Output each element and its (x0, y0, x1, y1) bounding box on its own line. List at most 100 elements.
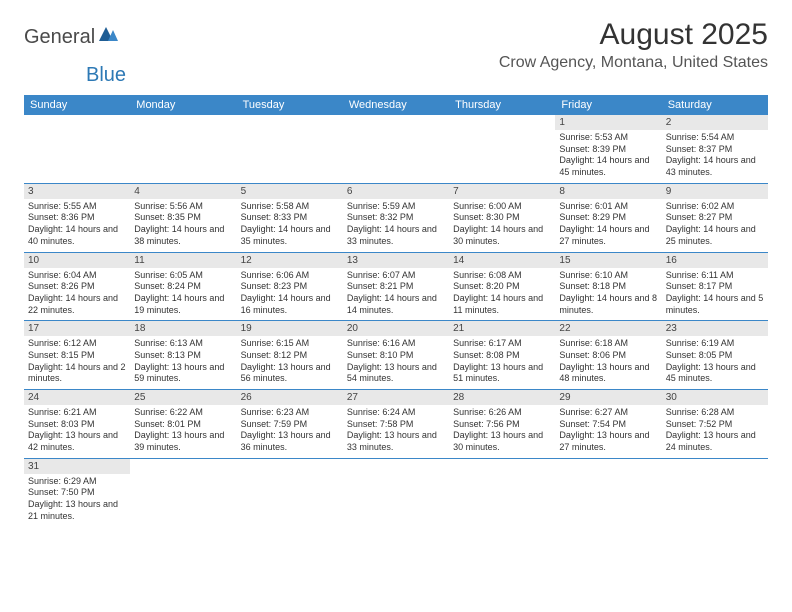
calendar-row: 31Sunrise: 6:29 AMSunset: 7:50 PMDayligh… (24, 459, 768, 527)
day-number: 15 (555, 253, 661, 268)
calendar-row: 1Sunrise: 5:53 AMSunset: 8:39 PMDaylight… (24, 115, 768, 184)
sunrise-text: Sunrise: 6:01 AM (559, 201, 657, 213)
day-number: 6 (343, 184, 449, 199)
daylight-text: Daylight: 13 hours and 39 minutes. (134, 430, 232, 453)
sunrise-text: Sunrise: 6:07 AM (347, 270, 445, 282)
daylight-text: Daylight: 13 hours and 51 minutes. (453, 362, 551, 385)
day-header: Wednesday (343, 95, 449, 115)
day-number: 18 (130, 321, 236, 336)
calendar-cell: 22Sunrise: 6:18 AMSunset: 8:06 PMDayligh… (555, 321, 661, 389)
calendar-cell: 25Sunrise: 6:22 AMSunset: 8:01 PMDayligh… (130, 390, 236, 458)
calendar-cell: 26Sunrise: 6:23 AMSunset: 7:59 PMDayligh… (237, 390, 343, 458)
daylight-text: Daylight: 13 hours and 36 minutes. (241, 430, 339, 453)
sunset-text: Sunset: 8:37 PM (666, 144, 764, 156)
day-number: 16 (662, 253, 768, 268)
sunset-text: Sunset: 7:50 PM (28, 487, 126, 499)
day-content: Sunrise: 6:18 AMSunset: 8:06 PMDaylight:… (555, 336, 661, 389)
calendar-cell: 12Sunrise: 6:06 AMSunset: 8:23 PMDayligh… (237, 253, 343, 321)
day-number: 29 (555, 390, 661, 405)
sunset-text: Sunset: 8:35 PM (134, 212, 232, 224)
sunrise-text: Sunrise: 5:53 AM (559, 132, 657, 144)
day-number: 26 (237, 390, 343, 405)
sunrise-text: Sunrise: 5:58 AM (241, 201, 339, 213)
daylight-text: Daylight: 13 hours and 33 minutes. (347, 430, 445, 453)
sunset-text: Sunset: 8:06 PM (559, 350, 657, 362)
sunset-text: Sunset: 8:33 PM (241, 212, 339, 224)
title-block: August 2025 Crow Agency, Montana, United… (499, 18, 768, 72)
daylight-text: Daylight: 13 hours and 24 minutes. (666, 430, 764, 453)
day-number: 24 (24, 390, 130, 405)
daylight-text: Daylight: 14 hours and 33 minutes. (347, 224, 445, 247)
day-content: Sunrise: 6:06 AMSunset: 8:23 PMDaylight:… (237, 268, 343, 321)
sunset-text: Sunset: 8:39 PM (559, 144, 657, 156)
sunset-text: Sunset: 8:29 PM (559, 212, 657, 224)
calendar-cell: 21Sunrise: 6:17 AMSunset: 8:08 PMDayligh… (449, 321, 555, 389)
logo-text-general: General (24, 26, 95, 49)
sunrise-text: Sunrise: 6:27 AM (559, 407, 657, 419)
sunrise-text: Sunrise: 6:06 AM (241, 270, 339, 282)
calendar-row: 10Sunrise: 6:04 AMSunset: 8:26 PMDayligh… (24, 253, 768, 322)
calendar-cell: 11Sunrise: 6:05 AMSunset: 8:24 PMDayligh… (130, 253, 236, 321)
calendar-row: 17Sunrise: 6:12 AMSunset: 8:15 PMDayligh… (24, 321, 768, 390)
day-number: 3 (24, 184, 130, 199)
calendar-cell: 3Sunrise: 5:55 AMSunset: 8:36 PMDaylight… (24, 184, 130, 252)
calendar-cell: 6Sunrise: 5:59 AMSunset: 8:32 PMDaylight… (343, 184, 449, 252)
sunrise-text: Sunrise: 6:21 AM (28, 407, 126, 419)
logo-text-blue: Blue (86, 64, 126, 87)
calendar-cell (449, 115, 555, 183)
sunrise-text: Sunrise: 6:17 AM (453, 338, 551, 350)
day-content: Sunrise: 6:12 AMSunset: 8:15 PMDaylight:… (24, 336, 130, 389)
sunrise-text: Sunrise: 6:11 AM (666, 270, 764, 282)
calendar-cell: 15Sunrise: 6:10 AMSunset: 8:18 PMDayligh… (555, 253, 661, 321)
calendar-cell (662, 459, 768, 527)
day-content: Sunrise: 6:15 AMSunset: 8:12 PMDaylight:… (237, 336, 343, 389)
daylight-text: Daylight: 13 hours and 42 minutes. (28, 430, 126, 453)
calendar-cell: 13Sunrise: 6:07 AMSunset: 8:21 PMDayligh… (343, 253, 449, 321)
sunset-text: Sunset: 8:03 PM (28, 419, 126, 431)
day-number: 4 (130, 184, 236, 199)
sunset-text: Sunset: 8:24 PM (134, 281, 232, 293)
day-number: 25 (130, 390, 236, 405)
daylight-text: Daylight: 14 hours and 43 minutes. (666, 155, 764, 178)
sunset-text: Sunset: 7:58 PM (347, 419, 445, 431)
calendar-cell: 19Sunrise: 6:15 AMSunset: 8:12 PMDayligh… (237, 321, 343, 389)
calendar-cell: 5Sunrise: 5:58 AMSunset: 8:33 PMDaylight… (237, 184, 343, 252)
calendar-cell: 27Sunrise: 6:24 AMSunset: 7:58 PMDayligh… (343, 390, 449, 458)
day-content: Sunrise: 6:17 AMSunset: 8:08 PMDaylight:… (449, 336, 555, 389)
day-content: Sunrise: 6:26 AMSunset: 7:56 PMDaylight:… (449, 405, 555, 458)
day-number: 2 (662, 115, 768, 130)
daylight-text: Daylight: 14 hours and 35 minutes. (241, 224, 339, 247)
daylight-text: Daylight: 14 hours and 2 minutes. (28, 362, 126, 385)
day-content: Sunrise: 5:55 AMSunset: 8:36 PMDaylight:… (24, 199, 130, 252)
calendar-cell: 18Sunrise: 6:13 AMSunset: 8:13 PMDayligh… (130, 321, 236, 389)
sunset-text: Sunset: 8:01 PM (134, 419, 232, 431)
sunrise-text: Sunrise: 6:29 AM (28, 476, 126, 488)
sunrise-text: Sunrise: 6:15 AM (241, 338, 339, 350)
calendar-cell: 1Sunrise: 5:53 AMSunset: 8:39 PMDaylight… (555, 115, 661, 183)
day-number: 21 (449, 321, 555, 336)
calendar-row: 24Sunrise: 6:21 AMSunset: 8:03 PMDayligh… (24, 390, 768, 459)
sunset-text: Sunset: 8:12 PM (241, 350, 339, 362)
day-number: 20 (343, 321, 449, 336)
calendar-cell: 30Sunrise: 6:28 AMSunset: 7:52 PMDayligh… (662, 390, 768, 458)
calendar-cell: 20Sunrise: 6:16 AMSunset: 8:10 PMDayligh… (343, 321, 449, 389)
sunrise-text: Sunrise: 6:08 AM (453, 270, 551, 282)
day-content: Sunrise: 6:00 AMSunset: 8:30 PMDaylight:… (449, 199, 555, 252)
daylight-text: Daylight: 14 hours and 8 minutes. (559, 293, 657, 316)
sunrise-text: Sunrise: 5:54 AM (666, 132, 764, 144)
sunset-text: Sunset: 8:27 PM (666, 212, 764, 224)
day-content: Sunrise: 6:29 AMSunset: 7:50 PMDaylight:… (24, 474, 130, 527)
day-content: Sunrise: 6:02 AMSunset: 8:27 PMDaylight:… (662, 199, 768, 252)
day-number: 7 (449, 184, 555, 199)
day-number: 10 (24, 253, 130, 268)
calendar-cell: 14Sunrise: 6:08 AMSunset: 8:20 PMDayligh… (449, 253, 555, 321)
sunrise-text: Sunrise: 6:23 AM (241, 407, 339, 419)
calendar-cell: 17Sunrise: 6:12 AMSunset: 8:15 PMDayligh… (24, 321, 130, 389)
sunrise-text: Sunrise: 6:05 AM (134, 270, 232, 282)
sunset-text: Sunset: 8:10 PM (347, 350, 445, 362)
calendar-cell: 29Sunrise: 6:27 AMSunset: 7:54 PMDayligh… (555, 390, 661, 458)
day-content: Sunrise: 5:56 AMSunset: 8:35 PMDaylight:… (130, 199, 236, 252)
calendar-body: 1Sunrise: 5:53 AMSunset: 8:39 PMDaylight… (24, 115, 768, 527)
day-content: Sunrise: 6:24 AMSunset: 7:58 PMDaylight:… (343, 405, 449, 458)
sunrise-text: Sunrise: 6:28 AM (666, 407, 764, 419)
